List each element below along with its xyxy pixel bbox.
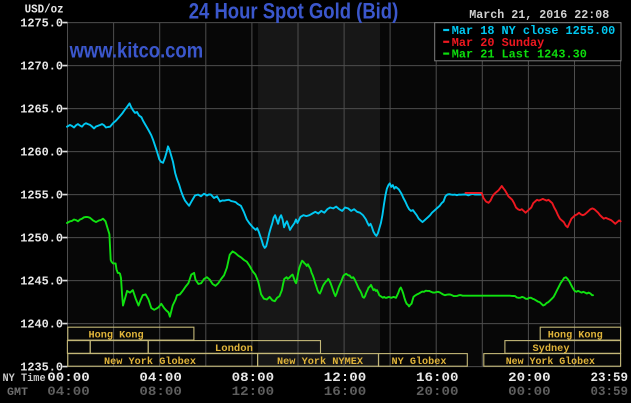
svg-text:24 Hour Spot Gold (Bid): 24 Hour Spot Gold (Bid) [189, 0, 399, 24]
svg-text:12:00: 12:00 [324, 370, 367, 385]
svg-text:USD/oz: USD/oz [25, 4, 64, 17]
svg-text:23:59: 23:59 [591, 370, 629, 385]
svg-text:03:59: 03:59 [591, 384, 629, 399]
svg-text:16:00: 16:00 [324, 384, 367, 399]
svg-text:Mar 21 Last 1243.30: Mar 21 Last 1243.30 [452, 49, 587, 62]
svg-text:1255.0: 1255.0 [20, 189, 63, 203]
svg-text:New York NYMEX: New York NYMEX [277, 356, 364, 368]
svg-text:12:00: 12:00 [232, 384, 275, 399]
svg-text:March 21, 2016 22:08: March 21, 2016 22:08 [469, 8, 609, 22]
svg-text:1245.0: 1245.0 [20, 275, 63, 289]
svg-text:1260.0: 1260.0 [20, 146, 63, 160]
svg-text:GMT: GMT [7, 387, 28, 399]
svg-text:20:00: 20:00 [416, 384, 459, 399]
svg-text:08:00: 08:00 [232, 370, 275, 385]
svg-text:1270.0: 1270.0 [20, 60, 63, 74]
svg-text:1235.0: 1235.0 [20, 361, 63, 375]
svg-text:Mar 20 Sunday: Mar 20 Sunday [452, 37, 545, 50]
svg-text:NY Time: NY Time [3, 373, 46, 385]
svg-text:1250.0: 1250.0 [20, 232, 63, 246]
svg-text:04:00: 04:00 [47, 384, 90, 399]
svg-text:00:00: 00:00 [508, 384, 551, 399]
svg-text:www.kitco.com: www.kitco.com [69, 40, 203, 63]
svg-text:04:00: 04:00 [139, 370, 182, 385]
svg-text:20:00: 20:00 [508, 370, 551, 385]
svg-text:New York Globex: New York Globex [506, 356, 596, 368]
svg-text:1275.0: 1275.0 [20, 17, 63, 31]
svg-text:1240.0: 1240.0 [20, 318, 63, 332]
svg-text:1265.0: 1265.0 [20, 103, 63, 117]
svg-text:00:00: 00:00 [47, 370, 90, 385]
svg-text:London: London [215, 343, 253, 355]
svg-text:08:00: 08:00 [139, 384, 182, 399]
svg-text:Sydney: Sydney [533, 343, 571, 355]
svg-text:NY Globex: NY Globex [392, 356, 448, 368]
svg-text:Mar 18 NY close 1255.00: Mar 18 NY close 1255.00 [452, 25, 616, 38]
svg-text:Hong Kong: Hong Kong [548, 329, 603, 341]
svg-text:New York Globex: New York Globex [104, 356, 197, 368]
svg-text:Hong Kong: Hong Kong [89, 329, 144, 341]
svg-text:16:00: 16:00 [416, 370, 459, 385]
